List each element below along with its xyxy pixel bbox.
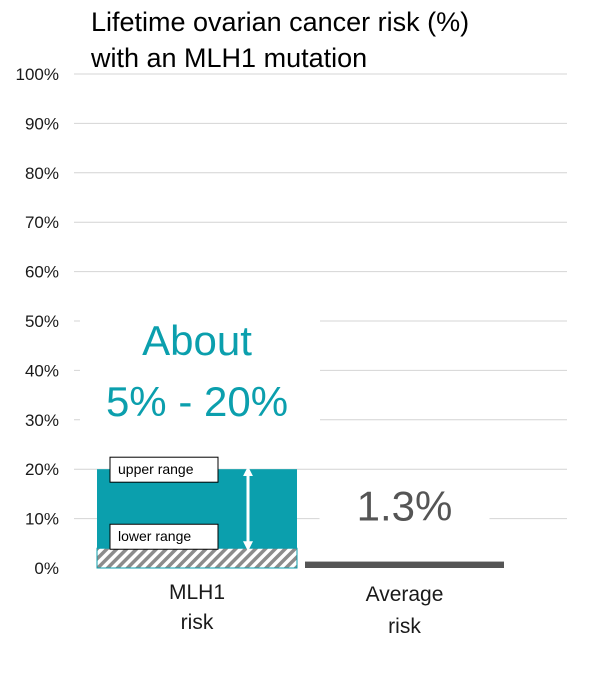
y-tick-label: 20% [25, 460, 59, 479]
gridlines [74, 73, 567, 520]
mlh1-label-background [80, 314, 320, 432]
category-label-average-line-1: Average [366, 583, 444, 606]
y-tick-label: 30% [25, 411, 59, 430]
average-risk-bar [305, 561, 504, 568]
y-axis-tick-labels: 0% 10% 20% 30% 40% 50% 60% 70% 80% 90% 100% [16, 65, 59, 578]
chart-title-line-1: Lifetime ovarian cancer risk (%) [91, 7, 469, 37]
category-label-mlh1-line-1: MLH1 [169, 581, 225, 604]
average-value-label: 1.3% [357, 483, 453, 530]
chart-title-line-2: with an MLH1 mutation [90, 43, 367, 73]
average-label-background [319, 478, 490, 537]
y-tick-label: 10% [25, 510, 59, 529]
upper-range-label-box [109, 456, 219, 483]
y-tick-label: 60% [25, 263, 59, 282]
category-label-mlh1-line-2: risk [181, 611, 214, 634]
y-tick-label: 40% [25, 361, 59, 380]
lower-range-label-box [109, 523, 219, 550]
mlh1-lower-range-bar [96, 547, 298, 569]
mlh1-value-label-line-1: About [142, 317, 252, 364]
y-tick-label: 80% [25, 164, 59, 183]
y-tick-label: 90% [25, 114, 59, 133]
upper-range-label: upper range [118, 461, 194, 477]
category-label-average-line-2: risk [388, 615, 421, 638]
lower-range-label: lower range [118, 528, 191, 544]
mlh1-value-label-line-2: 5% - 20% [106, 378, 288, 425]
y-tick-label: 50% [25, 312, 59, 331]
y-tick-label: 70% [25, 213, 59, 232]
y-tick-label: 100% [16, 65, 59, 84]
y-tick-label: 0% [34, 559, 59, 578]
